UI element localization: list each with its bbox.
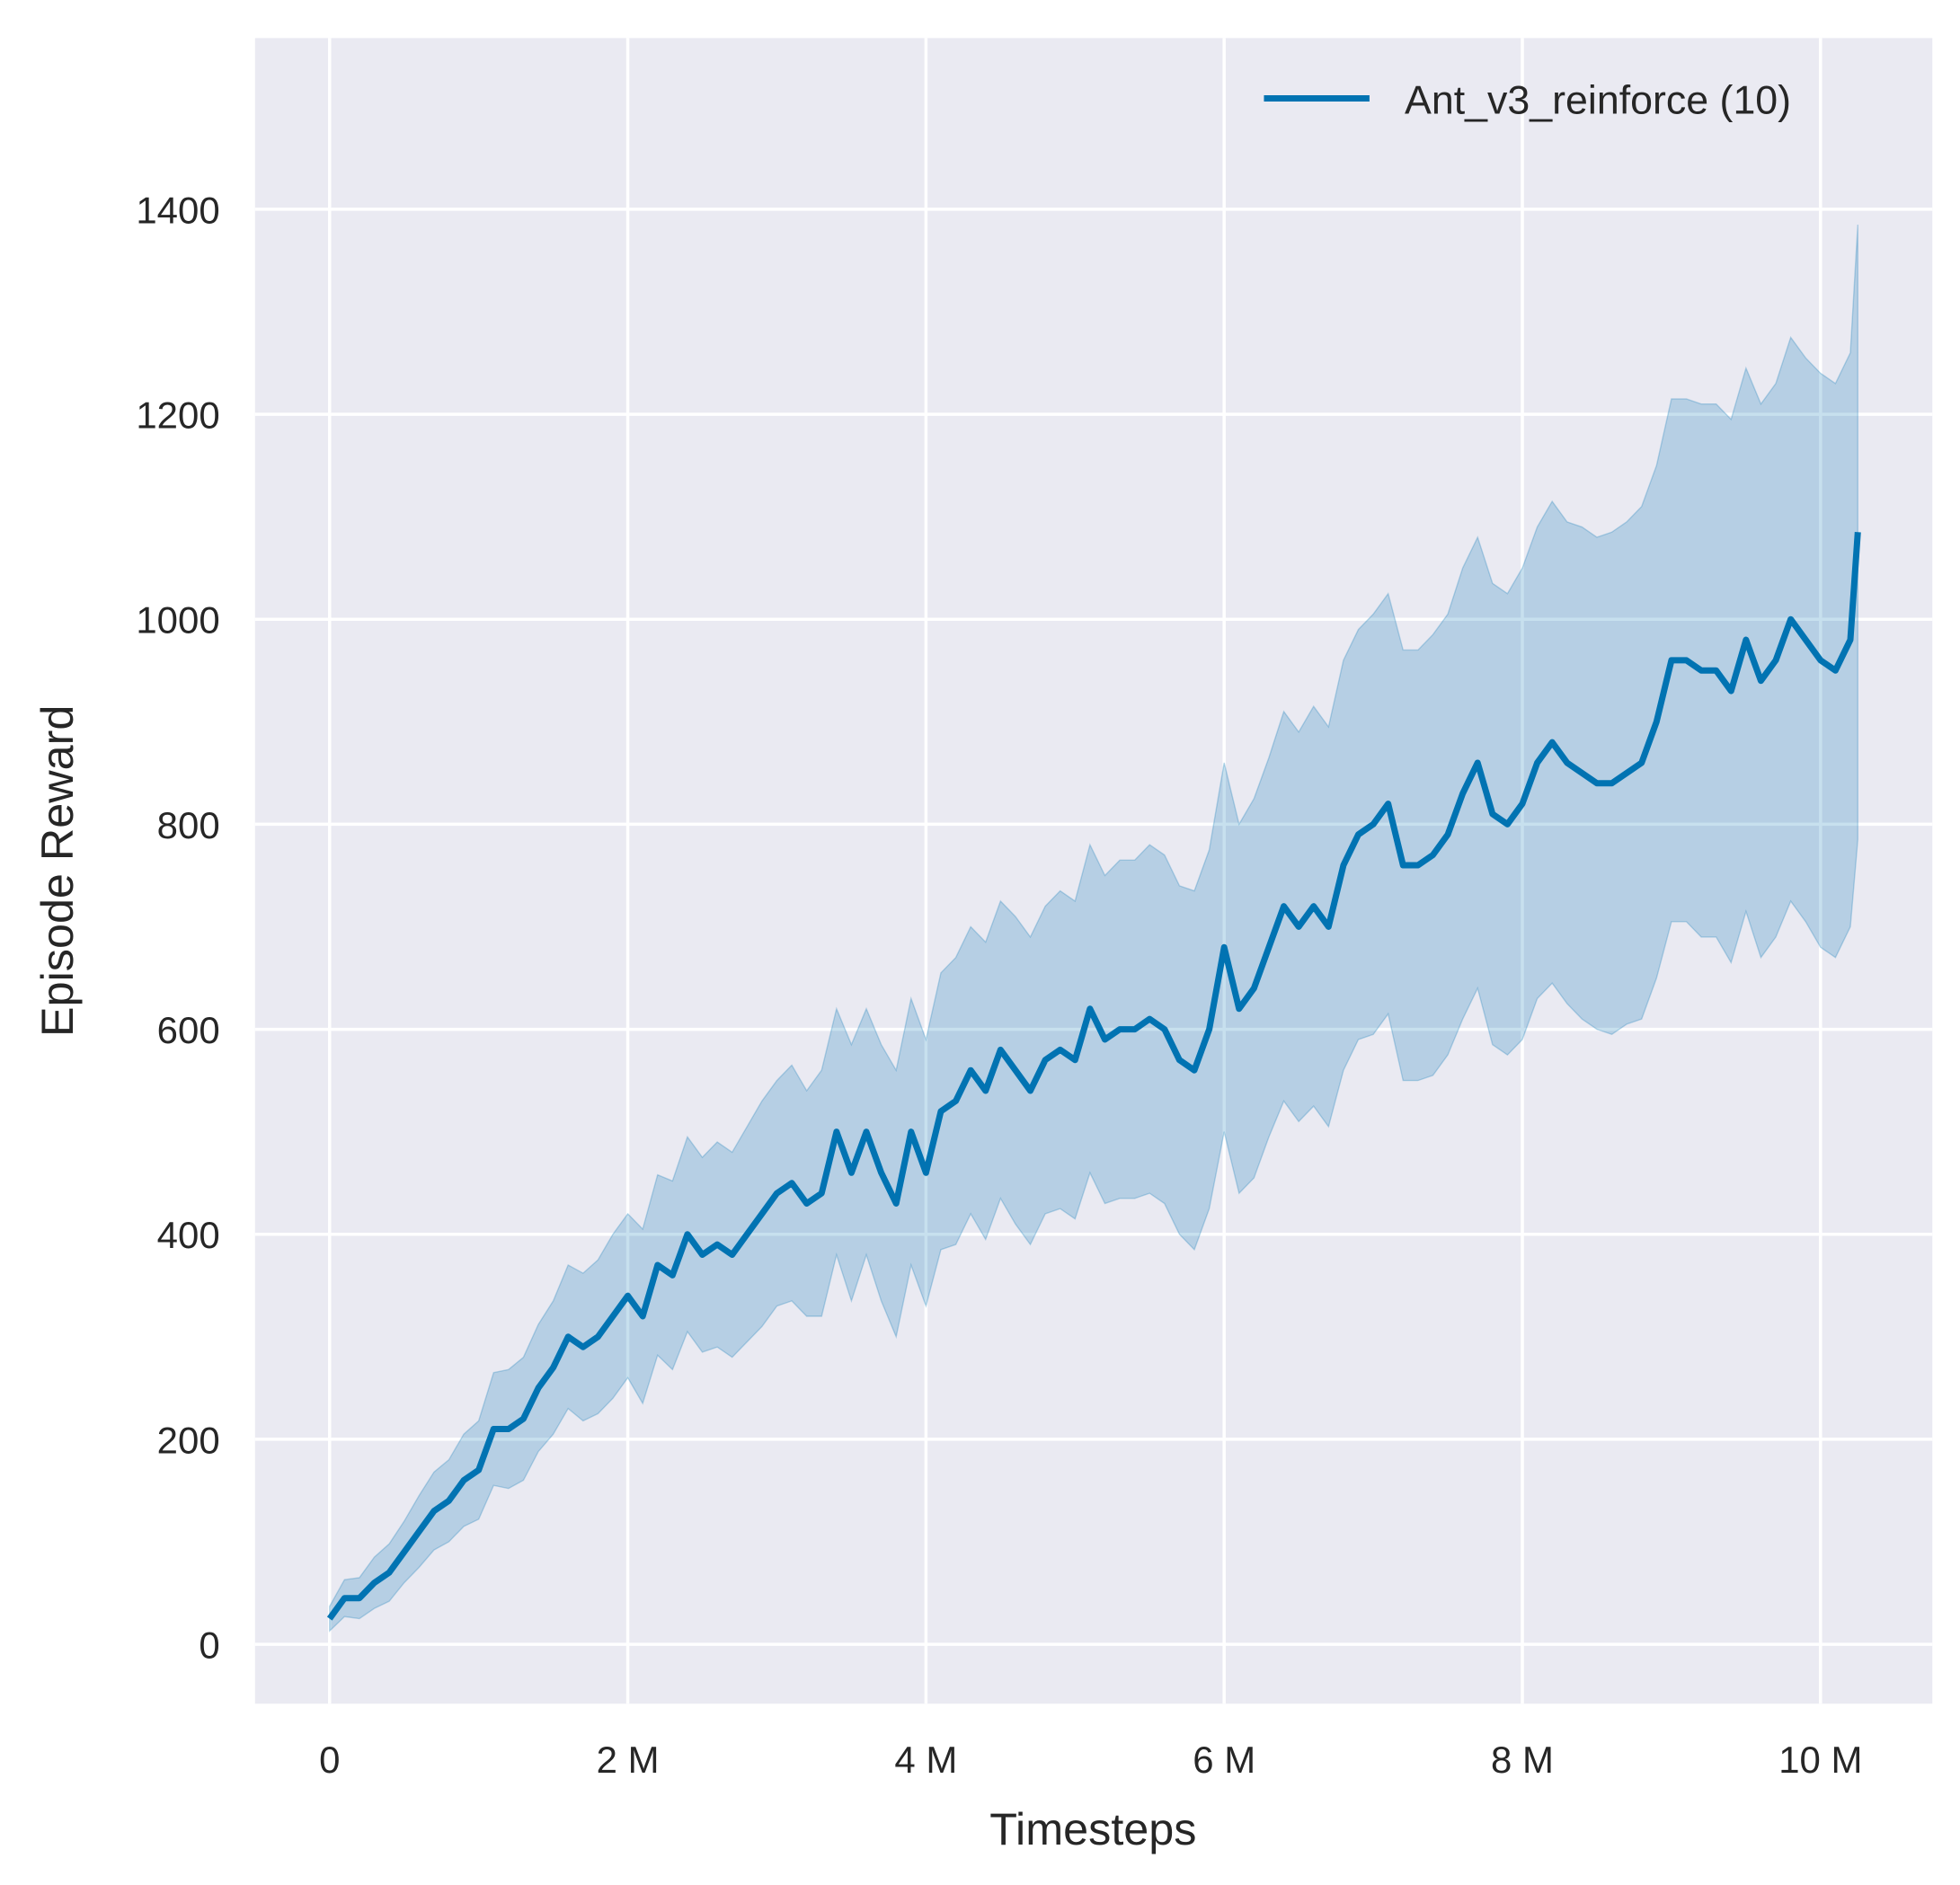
x-tick-label: 8 M: [1491, 1739, 1554, 1781]
y-tick-label: 0: [199, 1624, 219, 1666]
y-tick-label: 800: [157, 804, 220, 846]
confidence-band-area: [329, 224, 1858, 1633]
y-tick-labels: 0 200 400 600 800 1000 1200 1400: [136, 189, 219, 1666]
confidence-band: [329, 224, 1858, 1633]
series-line: [326, 532, 1861, 1621]
x-tick-labels: 0 2 M 4 M 6 M 8 M 10 M: [319, 1739, 1862, 1781]
x-tick-label: 6 M: [1193, 1739, 1255, 1781]
x-tick-label: 2 M: [597, 1739, 660, 1781]
y-axis-label: Episode Reward: [31, 705, 83, 1037]
x-axis-label: Timesteps: [989, 1803, 1196, 1854]
plot-background: [254, 38, 1933, 1704]
x-tick-label: 0: [319, 1739, 340, 1781]
x-tick-label: 4 M: [894, 1739, 957, 1781]
y-tick-label: 600: [157, 1009, 220, 1051]
y-tick-label: 1000: [136, 599, 219, 642]
y-tick-label: 1200: [136, 394, 219, 436]
grid: [254, 38, 1933, 1704]
legend: Ant_v3_reinforce (10): [1264, 78, 1791, 122]
y-tick-label: 1400: [136, 189, 219, 231]
y-tick-label: 400: [157, 1214, 220, 1256]
series-lines: [326, 532, 1861, 1621]
x-tick-label: 10 M: [1778, 1739, 1862, 1781]
legend-label: Ant_v3_reinforce (10): [1405, 78, 1791, 122]
y-tick-label: 200: [157, 1419, 220, 1461]
